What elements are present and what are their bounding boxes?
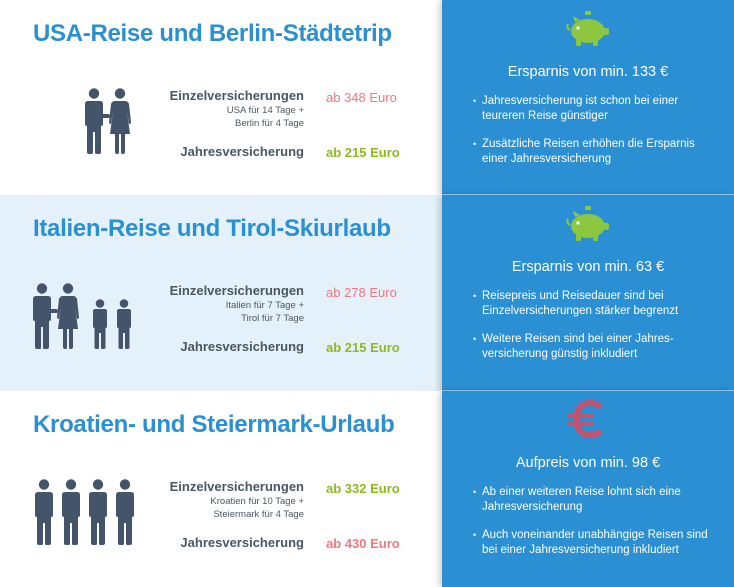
result-headline: Ersparnis von min. 63 € <box>511 259 665 275</box>
section-title: Kroatien- und Steiermark-Urlaub <box>33 411 395 438</box>
annual-insurance-price: ab 215 Euro <box>326 145 400 160</box>
piggy-bank-icon <box>564 8 612 48</box>
trip-detail-2: Steiermark für 4 Tage <box>213 509 304 520</box>
four-men-icon <box>28 479 168 547</box>
result-headline: Ersparnis von min. 133 € <box>507 64 669 80</box>
comparison-row-usa-berlin: USA-Reise und Berlin-Städtetrip Einzelve… <box>0 0 734 195</box>
family-icon <box>28 283 168 351</box>
single-insurance-details: Italien für 7 Tage + Tirol für 7 Tage <box>226 299 304 325</box>
comparison-left-panel: USA-Reise und Berlin-Städtetrip Einzelve… <box>0 0 440 195</box>
comparison-row-kroatien-steiermark: Kroatien- und Steiermark-Urlaub Einzelve… <box>0 391 734 587</box>
single-insurance-price: ab 278 Euro <box>326 285 397 300</box>
trip-detail-1: Italien für 7 Tage + <box>225 300 304 311</box>
bullet-item: Weitere Reisen sind bei einer Jahres-ver… <box>473 332 723 362</box>
trip-detail-2: Tirol für 7 Tage <box>241 313 304 324</box>
section-title: USA-Reise und Berlin-Städtetrip <box>33 20 392 47</box>
single-insurance-label: Einzelversicherungen <box>169 283 304 298</box>
trip-detail-1: USA für 14 Tage + <box>226 105 304 116</box>
trip-detail-1: Kroatien für 10 Tage + <box>210 496 304 507</box>
single-insurance-price: ab 332 Euro <box>326 481 400 496</box>
bullet-item: Ab einer weiteren Reise lohnt sich eine … <box>473 485 723 515</box>
two-adults-icon <box>40 88 160 156</box>
piggy-bank-icon <box>564 203 612 243</box>
result-panel: Aufpreis von min. 98 € Ab einer weiteren… <box>442 391 734 587</box>
annual-insurance-price: ab 430 Euro <box>326 536 400 551</box>
bullet-item: Zusätzliche Reisen erhöhen die Ersparnis… <box>473 137 723 167</box>
result-headline: Aufpreis von min. 98 € <box>515 455 661 471</box>
comparison-left-panel: Kroatien- und Steiermark-Urlaub Einzelve… <box>0 391 440 587</box>
bullet-item: Auch voneinander unabhängige Reisen sind… <box>473 528 723 558</box>
result-panel: Ersparnis von min. 133 € Jahresversicher… <box>442 0 734 195</box>
comparison-row-italien-tirol: Italien-Reise und Tirol-Skiurlaub Einzel… <box>0 195 734 391</box>
section-title: Italien-Reise und Tirol-Skiurlaub <box>33 215 391 242</box>
result-bullets: Jahresversicherung ist schon bei einer t… <box>473 94 723 180</box>
result-panel: Ersparnis von min. 63 € Reisepreis und R… <box>442 195 734 391</box>
annual-insurance-price: ab 215 Euro <box>326 340 400 355</box>
annual-insurance-label: Jahresversicherung <box>180 535 304 550</box>
annual-insurance-label: Jahresversicherung <box>180 144 304 159</box>
single-insurance-label: Einzelversicherungen <box>169 88 304 103</box>
comparison-left-panel: Italien-Reise und Tirol-Skiurlaub Einzel… <box>0 195 440 391</box>
result-bullets: Reisepreis und Reisedauer sind bei Einze… <box>473 289 723 375</box>
single-insurance-details: USA für 14 Tage + Berlin für 4 Tage <box>227 104 304 130</box>
single-insurance-price: ab 348 Euro <box>326 90 397 105</box>
single-insurance-details: Kroatien für 10 Tage + Steiermark für 4 … <box>210 495 304 521</box>
euro-icon <box>564 399 612 439</box>
bullet-item: Jahresversicherung ist schon bei einer t… <box>473 94 723 124</box>
trip-detail-2: Berlin für 4 Tage <box>234 118 304 129</box>
result-bullets: Ab einer weiteren Reise lohnt sich eine … <box>473 485 723 571</box>
bullet-item: Reisepreis und Reisedauer sind bei Einze… <box>473 289 723 319</box>
single-insurance-label: Einzelversicherungen <box>169 479 304 494</box>
annual-insurance-label: Jahresversicherung <box>180 339 304 354</box>
